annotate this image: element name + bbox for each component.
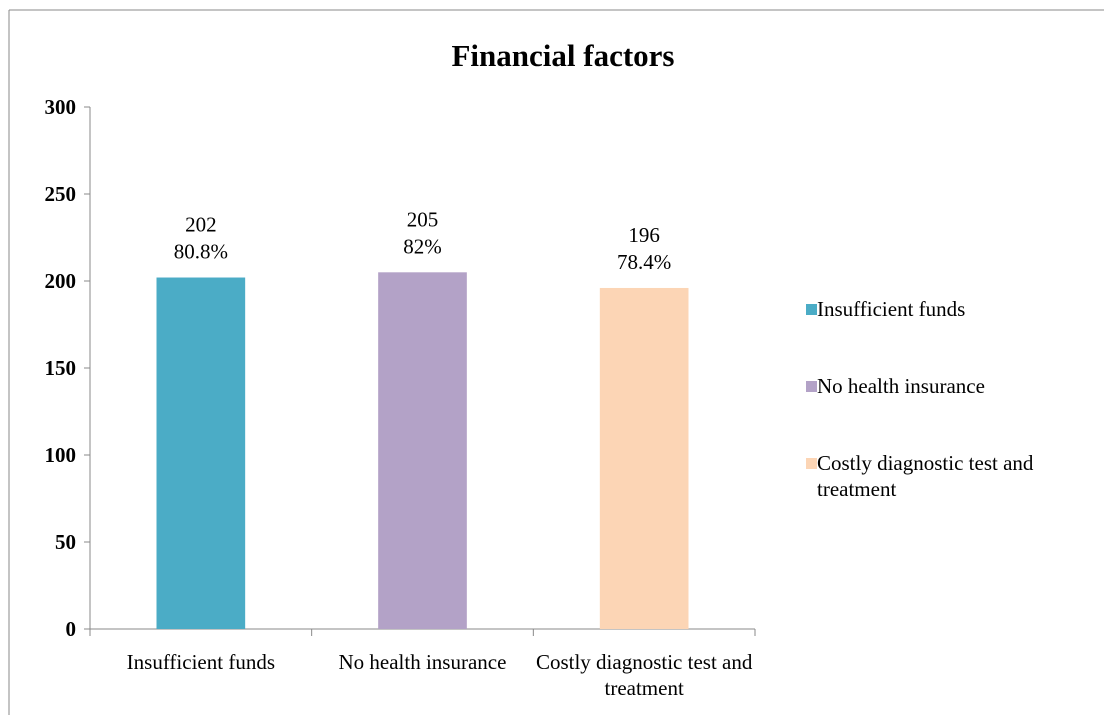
- y-tick-label: 0: [66, 617, 77, 641]
- legend-swatch: [806, 381, 817, 392]
- x-tick-label: Insufficient funds: [126, 650, 275, 674]
- legend-label: Costly diagnostic test and treatment: [817, 451, 1034, 501]
- bar: [156, 277, 246, 629]
- y-tick-label: 50: [55, 530, 76, 554]
- y-tick-label: 150: [45, 356, 77, 380]
- legend-swatch: [806, 304, 817, 315]
- y-tick-label: 250: [45, 182, 77, 206]
- data-label: 202: [185, 213, 217, 237]
- bar: [378, 272, 467, 629]
- data-label-percent: 80.8%: [174, 240, 228, 264]
- y-tick-label: 300: [45, 95, 77, 119]
- y-tick-label: 100: [45, 443, 77, 467]
- x-tick-label: No health insurance: [338, 650, 507, 674]
- data-label: 205: [407, 207, 439, 231]
- legend-label: Insufficient funds: [817, 297, 966, 321]
- y-tick-label: 200: [45, 269, 77, 293]
- legend-label: No health insurance: [817, 374, 985, 398]
- data-label: 196: [628, 223, 660, 247]
- data-label-percent: 82%: [403, 234, 442, 258]
- data-label-percent: 78.4%: [617, 250, 671, 274]
- x-tick-label: Costly diagnostic test and treatment: [535, 650, 753, 700]
- bar: [599, 287, 689, 629]
- chart-title: Financial factors: [452, 38, 675, 73]
- legend-swatch: [806, 458, 817, 469]
